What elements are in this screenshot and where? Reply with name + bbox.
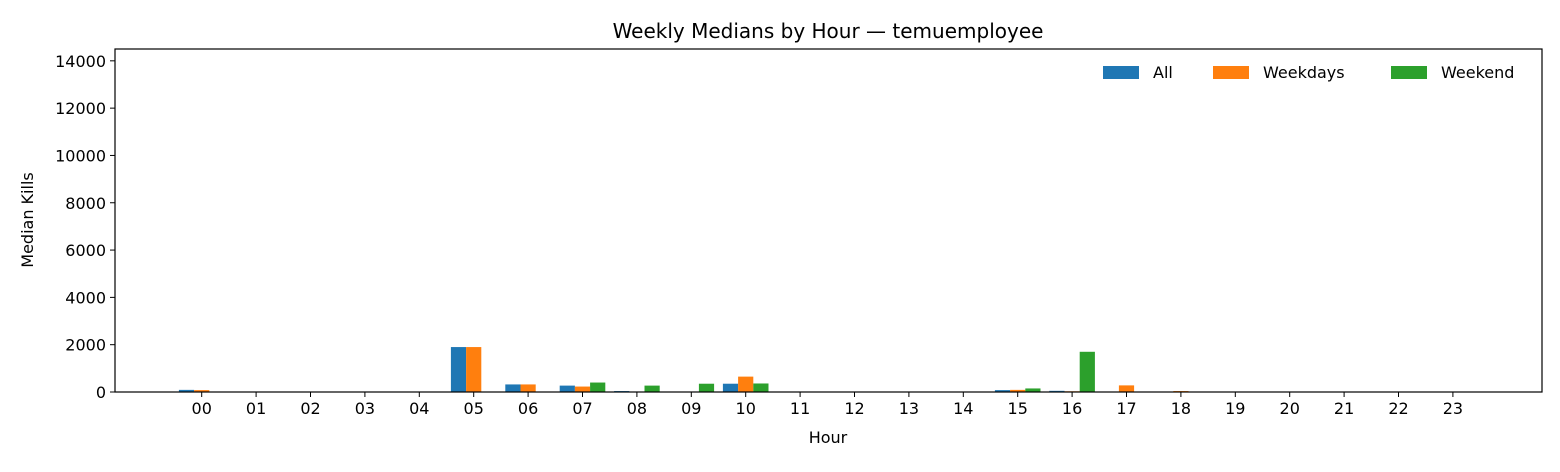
x-tick-label-00: 00	[192, 399, 212, 418]
y-axis: 0 2000 4000 6000 8000 10000 12000 14000	[55, 52, 115, 402]
legend-swatch-all	[1103, 66, 1139, 79]
bar-weekend-08	[644, 385, 660, 392]
x-tick-label-22: 22	[1388, 399, 1408, 418]
bar-all-15	[994, 390, 1011, 392]
y-tick-label-14000: 14000	[55, 52, 106, 71]
x-tick-label-18: 18	[1171, 399, 1191, 418]
x-tick-label-12: 12	[844, 399, 864, 418]
x-tick-label-04: 04	[409, 399, 429, 418]
x-tick-label-10: 10	[736, 399, 756, 418]
bar-weekend-16	[1079, 351, 1095, 392]
x-tick-label-20: 20	[1280, 399, 1300, 418]
bar-weekend-07	[590, 382, 606, 392]
legend-label-weekdays: Weekdays	[1263, 63, 1345, 82]
x-tick-label-08: 08	[627, 399, 647, 418]
x-tick-label-11: 11	[790, 399, 810, 418]
legend-swatch-weekend	[1391, 66, 1427, 79]
legend-label-weekend: Weekend	[1441, 63, 1514, 82]
plot-frame	[114, 48, 1543, 393]
y-tick-label-0: 0	[96, 383, 106, 402]
x-tick-label-07: 07	[572, 399, 592, 418]
y-axis-title: Median Kills	[18, 172, 37, 267]
bars-group	[178, 347, 1189, 392]
x-tick-label-03: 03	[355, 399, 375, 418]
y-tick-label-12000: 12000	[55, 99, 106, 118]
bar-all-07	[559, 385, 575, 392]
x-tick-label-02: 02	[300, 399, 320, 418]
y-tick-label-2000: 2000	[65, 336, 106, 355]
y-tick-label-6000: 6000	[65, 241, 106, 260]
legend-swatch-weekdays	[1213, 66, 1249, 79]
bar-weekdays-17	[1118, 385, 1135, 392]
y-tick-label-10000: 10000	[55, 146, 106, 165]
y-tick-label-8000: 8000	[65, 194, 106, 213]
bar-weekend-10	[753, 383, 769, 392]
bar-weekdays-15	[1010, 389, 1026, 392]
x-tick-label-14: 14	[953, 399, 973, 418]
bar-weekdays-06	[520, 384, 536, 392]
x-tick-label-17: 17	[1116, 399, 1136, 418]
x-tick-label-19: 19	[1225, 399, 1245, 418]
x-tick-label-21: 21	[1334, 399, 1354, 418]
y-tick-label-4000: 4000	[65, 288, 106, 307]
x-tick-label-06: 06	[518, 399, 538, 418]
bar-all-00	[178, 389, 195, 392]
x-axis-title: Hour	[809, 428, 848, 447]
x-axis: 00 01 02 03 04 05 06 07 08 09 10 11 12 13 14 15 16 17 18 19…	[192, 392, 1463, 418]
bar-all-06	[505, 384, 521, 392]
bar-all-10	[722, 383, 739, 392]
bar-weekdays-00	[194, 390, 210, 392]
x-tick-label-16: 16	[1062, 399, 1082, 418]
x-tick-label-13: 13	[899, 399, 919, 418]
bar-weekend-15	[1025, 388, 1041, 392]
x-tick-label-23: 23	[1443, 399, 1463, 418]
x-tick-label-15: 15	[1008, 399, 1028, 418]
x-tick-label-05: 05	[464, 399, 484, 418]
legend: All Weekdays Weekend	[1103, 63, 1514, 82]
bar-all-05	[450, 347, 467, 392]
bar-weekend-09	[698, 383, 715, 392]
bar-weekdays-10	[738, 376, 754, 392]
chart-title: Weekly Medians by Hour — temuemployee	[613, 19, 1044, 43]
bar-weekdays-07	[574, 386, 591, 392]
legend-label-all: All	[1153, 63, 1173, 82]
x-tick-label-09: 09	[681, 399, 701, 418]
x-tick-label-01: 01	[246, 399, 266, 418]
bar-weekdays-05	[466, 347, 482, 392]
